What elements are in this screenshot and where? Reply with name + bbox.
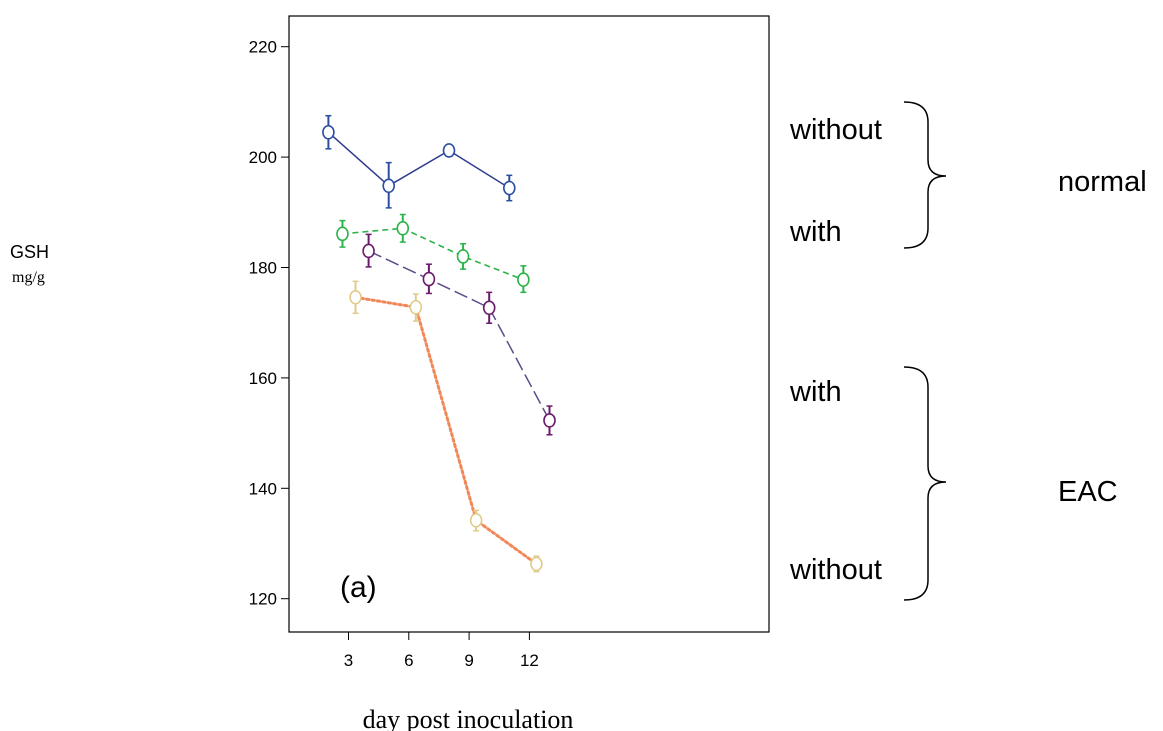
x-tick-label: 9 xyxy=(464,651,473,670)
normal-group-brace xyxy=(903,101,947,249)
data-point xyxy=(502,180,516,196)
x-axis-label: day post inoculation xyxy=(363,705,574,731)
series-line xyxy=(342,227,524,281)
axes: 3 6 9 12 120 140 160 180 200 220 xyxy=(249,38,539,670)
x-tick-label: 6 xyxy=(404,651,413,670)
y-tick-label: 120 xyxy=(249,590,277,609)
y-tick-label: 140 xyxy=(249,479,277,498)
y-tick-label: 220 xyxy=(249,38,277,57)
eac-group-label: EAC xyxy=(1058,476,1118,508)
eac-group-brace xyxy=(903,366,947,601)
normal-group-label: normal xyxy=(1058,166,1147,198)
series-layer xyxy=(322,114,556,573)
eac-lower-label: without xyxy=(789,554,882,586)
data-point xyxy=(336,226,349,242)
y-axis-label: GSH xyxy=(10,242,49,262)
y-axis-unit: mg/g xyxy=(12,269,45,286)
series-line xyxy=(354,295,538,566)
data-point xyxy=(382,178,396,194)
data-point xyxy=(456,249,470,264)
series-line xyxy=(368,250,551,421)
series-1 xyxy=(322,114,516,209)
data-point xyxy=(349,290,362,305)
series-line xyxy=(327,131,510,189)
data-point xyxy=(482,300,496,316)
data-point xyxy=(322,124,335,140)
data-point xyxy=(543,413,556,428)
y-tick-label: 180 xyxy=(249,259,277,278)
y-tick-label: 200 xyxy=(249,148,277,167)
data-point xyxy=(422,271,436,287)
y-tick-label: 160 xyxy=(249,369,277,388)
data-point xyxy=(362,243,375,259)
series-2 xyxy=(336,213,530,294)
data-point xyxy=(530,556,543,572)
data-point xyxy=(396,221,410,236)
normal-lower-label: with xyxy=(789,216,842,248)
normal-upper-label: without xyxy=(789,114,882,146)
x-tick-label: 3 xyxy=(344,651,353,670)
series-4 xyxy=(349,280,543,573)
x-tick-label: 12 xyxy=(520,651,539,670)
eac-upper-label: with xyxy=(789,376,842,408)
data-point xyxy=(517,272,530,287)
data-point xyxy=(409,299,423,315)
data-point xyxy=(442,143,456,158)
data-point xyxy=(469,513,483,528)
panel-label: (a) xyxy=(340,571,377,604)
plot-frame xyxy=(288,15,770,633)
series-3 xyxy=(362,233,556,436)
